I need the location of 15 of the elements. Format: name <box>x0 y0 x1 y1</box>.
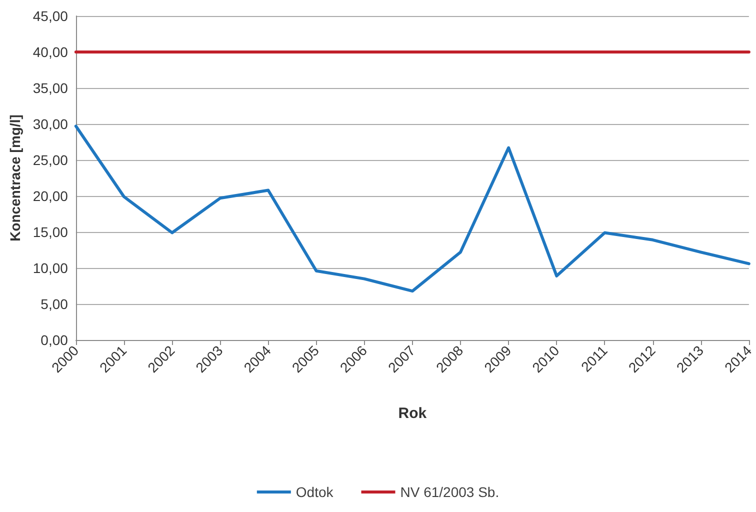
x-axis-title: Rok <box>398 405 428 422</box>
y-tick-label: 40,00 <box>32 44 68 60</box>
legend-label: NV 61/2003 Sb. <box>400 484 500 500</box>
y-tick-label: 35,00 <box>32 80 68 96</box>
y-tick-label: 5,00 <box>40 296 68 312</box>
y-tick-label: 25,00 <box>32 152 68 168</box>
y-tick-label: 45,00 <box>32 8 68 24</box>
line-series <box>74 124 750 293</box>
y-tick-label: 30,00 <box>32 116 68 132</box>
y-tick-label: 15,00 <box>32 224 68 240</box>
y-axis-title: Koncentrace [mg/l] <box>7 114 23 242</box>
legend-label: Odtok <box>296 484 334 500</box>
y-tick-label: 0,00 <box>40 332 68 348</box>
y-tick-label: 20,00 <box>32 188 68 204</box>
y-tick-label: 10,00 <box>32 260 68 276</box>
